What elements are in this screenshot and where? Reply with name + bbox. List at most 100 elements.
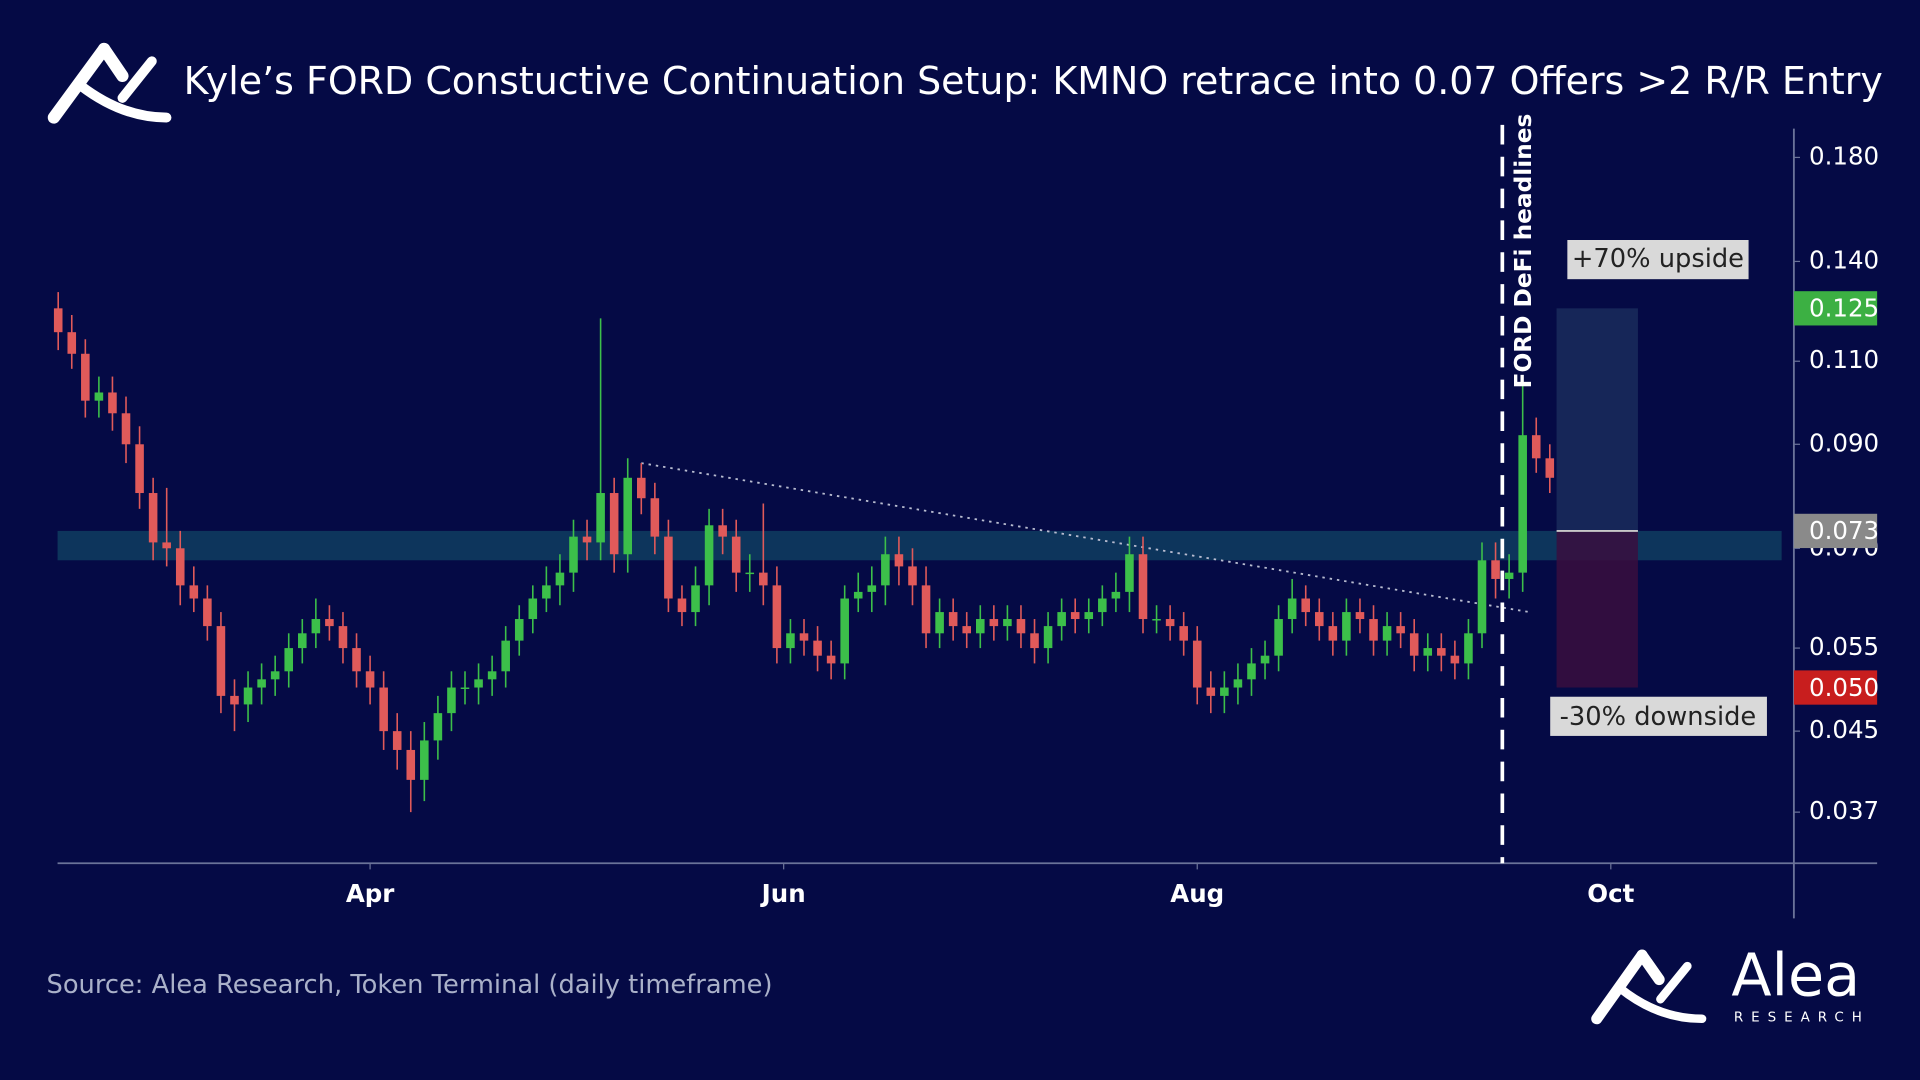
- candle-body: [1003, 619, 1012, 627]
- candle-body: [284, 648, 294, 672]
- y-tick-label: 0.037: [1809, 796, 1879, 825]
- candle-body: [759, 572, 768, 586]
- candle-body: [962, 626, 972, 634]
- candle-body: [609, 493, 619, 555]
- candle-body: [447, 687, 456, 714]
- candle-body: [203, 598, 212, 627]
- source-note: Source: Alea Research, Token Terminal (d…: [47, 970, 773, 1000]
- candle-body: [623, 477, 633, 555]
- candle-body: [786, 633, 795, 649]
- logo-stroke: [1656, 961, 1692, 1004]
- candle-body: [772, 585, 782, 649]
- upside-label: +70% upside: [1572, 244, 1744, 274]
- candle-body: [365, 671, 375, 688]
- logo-stroke: [75, 80, 172, 123]
- y-tick-label: 0.090: [1809, 428, 1879, 457]
- candle-body: [1165, 619, 1175, 627]
- candle-body: [948, 612, 958, 627]
- candle-body: [1314, 612, 1324, 627]
- candle-body: [582, 536, 592, 543]
- candle-body: [867, 585, 877, 592]
- candle-body: [135, 444, 144, 494]
- candle-body: [1328, 626, 1338, 641]
- candle-body: [718, 525, 727, 537]
- candle-body: [1206, 687, 1216, 696]
- candle-body: [189, 585, 199, 599]
- logo-stroke: [97, 42, 129, 83]
- candle-body: [487, 671, 497, 680]
- candle-body: [1247, 663, 1256, 680]
- candle-body: [1518, 435, 1527, 573]
- candle-body: [1382, 626, 1392, 641]
- downside-label: -30% downside: [1560, 702, 1757, 732]
- candle-body: [989, 619, 999, 627]
- candle-body: [162, 542, 171, 549]
- candle-body: [1043, 626, 1053, 649]
- candle-body: [311, 619, 321, 634]
- candle-body: [1342, 612, 1351, 641]
- candle-body: [881, 554, 890, 586]
- candle-body: [1409, 633, 1419, 656]
- candle-body: [108, 392, 117, 414]
- candle-body: [1057, 612, 1066, 627]
- candle-body: [1016, 619, 1026, 634]
- candle-body: [1125, 554, 1134, 592]
- candle-body: [1545, 458, 1555, 478]
- upside-box: [1567, 240, 1749, 280]
- candle-body: [975, 619, 985, 634]
- price-tag: [1793, 513, 1878, 549]
- candle-body: [1274, 619, 1283, 656]
- candle-body: [1111, 591, 1121, 599]
- chart-title: Kyle’s FORD Constuctive Continuation Set…: [184, 59, 1883, 103]
- candle-body: [298, 633, 307, 649]
- candle-body: [1464, 633, 1473, 664]
- y-tick-label: 0.180: [1809, 141, 1879, 170]
- candle-body: [596, 493, 605, 543]
- candle-body: [731, 536, 741, 573]
- candle-body: [67, 332, 77, 354]
- candle-body: [799, 633, 809, 641]
- candle-body: [826, 655, 836, 664]
- candle-body: [1531, 435, 1541, 459]
- candle-body: [908, 566, 917, 586]
- candle-body: [81, 353, 90, 401]
- candle-body: [1287, 598, 1297, 620]
- candle-body: [1260, 655, 1270, 664]
- candle-body: [853, 591, 863, 599]
- candle-body: [542, 585, 551, 599]
- candle-body: [1192, 640, 1202, 688]
- brand-sub: RESEARCH: [1734, 1011, 1870, 1026]
- candle-body: [650, 498, 660, 537]
- price-tag-label: 0.050: [1809, 673, 1879, 702]
- x-tick-label: Apr: [346, 879, 395, 908]
- candle-body: [257, 679, 266, 688]
- y-tick-label: 0.055: [1809, 632, 1879, 661]
- candle-body: [1423, 648, 1433, 656]
- resistance-zone: [57, 530, 1782, 561]
- candle-body: [1233, 679, 1243, 688]
- logo-bottom: [1591, 949, 1707, 1025]
- logo-stroke: [1615, 983, 1707, 1024]
- candle-body: [813, 640, 822, 656]
- price-tag-label: 0.125: [1809, 294, 1879, 323]
- candle-body: [664, 536, 673, 599]
- candle-body: [677, 598, 687, 613]
- candle-body: [501, 640, 510, 672]
- candle-body: [433, 713, 443, 741]
- logo-stroke: [1636, 949, 1665, 986]
- candle-body: [691, 585, 700, 613]
- candle-body: [94, 392, 104, 401]
- y-tick-label: 0.045: [1809, 715, 1879, 744]
- candle-body: [840, 598, 849, 664]
- candle-body: [704, 525, 714, 586]
- candle-body: [1450, 655, 1460, 664]
- trendline: [641, 462, 1530, 613]
- candle-body: [555, 572, 565, 586]
- candle-body: [121, 413, 131, 445]
- candle-body: [352, 648, 361, 672]
- candle-body: [528, 598, 538, 620]
- price-tag: [1793, 670, 1878, 705]
- candle-body: [894, 554, 904, 567]
- candle-body: [1369, 619, 1378, 641]
- candle-body: [379, 687, 388, 732]
